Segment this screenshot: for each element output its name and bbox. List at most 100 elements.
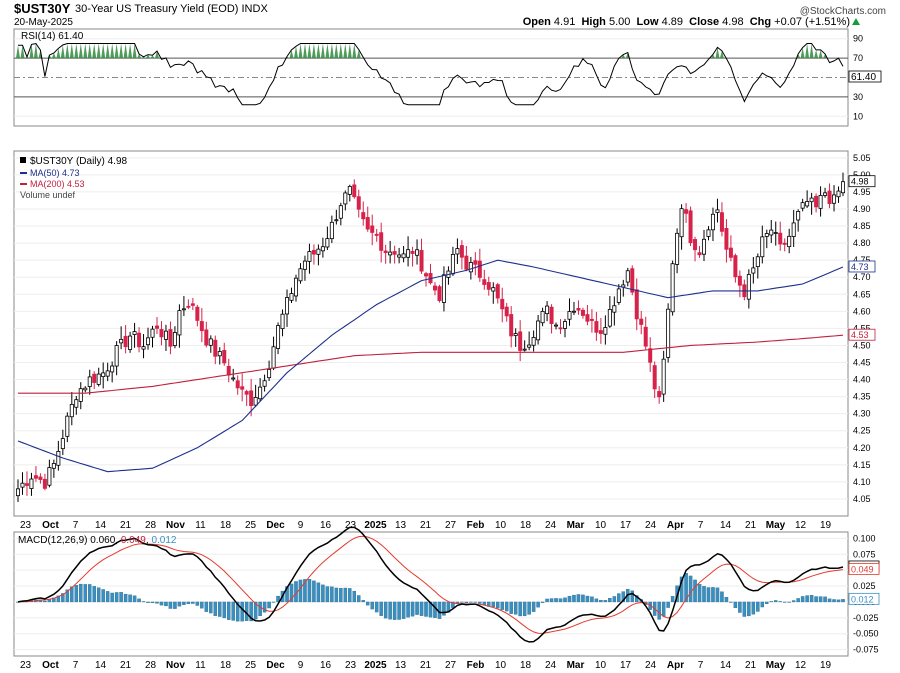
macd-hist-bar [343, 587, 348, 603]
candle-body [83, 387, 88, 391]
candle-body [190, 303, 195, 306]
candle-body [836, 190, 841, 198]
candle-body [410, 251, 415, 254]
candle-body [603, 327, 608, 335]
candle-body [114, 345, 119, 367]
candle-body [634, 289, 639, 320]
macd-hist-bar [276, 595, 280, 603]
macd-hist-bar [433, 601, 437, 618]
macd-hist-bar [733, 601, 738, 609]
open-value: 4.91 [553, 16, 576, 28]
macd-hist-bar [392, 601, 397, 620]
macd-hist-bar [56, 595, 61, 603]
rsi-overbought-fill [16, 43, 828, 59]
candle-body [580, 309, 585, 316]
brand-logo: @StockCharts.com [799, 6, 886, 17]
x-tick-label: 9 [298, 520, 304, 531]
price-tick-label: 4.65 [853, 289, 871, 299]
candle-body [818, 195, 823, 209]
price-tick-label: 4.60 [853, 306, 871, 316]
candle-body [347, 186, 352, 195]
candle-body [271, 346, 276, 369]
macd-hist-bar [388, 601, 392, 620]
macd-hist-bar [87, 584, 92, 603]
macd-hist-bar [410, 601, 415, 617]
price-tick-label: 4.55 [853, 323, 871, 333]
macd-hist-bar [796, 598, 800, 603]
macd-hist-bar [397, 601, 401, 620]
symbol: $UST30Y [14, 1, 71, 16]
macd-hist-bar [383, 601, 388, 619]
price-tick-label: 4.95 [853, 187, 871, 197]
candle-body [168, 329, 173, 347]
candle-body [379, 232, 384, 251]
candle-body [374, 233, 379, 236]
macd-hist-bar [657, 601, 661, 620]
price-tick-label: 4.75 [853, 255, 871, 265]
candle-body [513, 333, 518, 336]
macd-hist-bar [218, 601, 222, 617]
macd-hist-bar [531, 601, 536, 612]
macd-hist-bar [226, 601, 231, 620]
macd-hist-bar [374, 601, 379, 613]
macd-hist-bar [137, 598, 141, 603]
macd-hist-bar [572, 594, 576, 603]
candle-body [563, 321, 568, 329]
price-panel: 5.05 5.00 4.95 4.90 4.85 4.80 4.75 4.70 4.65 4.60… [13, 150, 876, 517]
x-tick-label: 27 [445, 660, 457, 671]
candle-body [527, 344, 532, 348]
candle-body [146, 337, 151, 346]
rsi-tag: 61.40 [851, 72, 876, 83]
ma50-legend: MA(50) 4.73 [30, 168, 80, 178]
x-tick-label: 19 [820, 660, 832, 671]
x-tick-label: 11 [195, 520, 206, 531]
macd-hist-bar [330, 586, 334, 603]
chg-value: +0.07 (+1.51%) [774, 16, 850, 28]
macd-hist-bar [258, 601, 262, 617]
macd-tick-label: -0.075 [853, 645, 879, 655]
close-tag-box [848, 175, 876, 188]
rsi-legend: RSI(14) 61.40 [21, 31, 84, 42]
candle-body [567, 311, 572, 320]
candle-body [760, 236, 765, 258]
candle-body [280, 313, 285, 330]
candle-body [177, 310, 182, 336]
price-tick-label: 4.15 [853, 460, 871, 470]
macd-hist-bar [128, 594, 132, 603]
x-tick-label: Nov [166, 660, 185, 671]
candle-body [643, 326, 648, 347]
x-tick-label: 10 [495, 660, 507, 671]
candle-body [154, 325, 159, 329]
macd-hist-bar [159, 601, 164, 606]
candle-body [504, 306, 509, 317]
candle-body [495, 284, 500, 299]
price-tick-label: 4.30 [853, 409, 871, 419]
candle-body [710, 213, 715, 231]
candle-body [545, 305, 550, 315]
x-tick-label: 18 [220, 520, 232, 531]
signal-line [17, 535, 844, 634]
candle-body [675, 232, 680, 265]
candle-body [365, 217, 370, 230]
candle-body [370, 225, 375, 233]
candle-body [204, 329, 209, 346]
candle-body [697, 252, 702, 256]
x-tick-label: 28 [145, 660, 157, 671]
candle-body [693, 239, 698, 251]
macd-hist-bar [182, 601, 186, 605]
macd-hist-bar [316, 582, 321, 603]
chart-date: 20-May-2025 [14, 17, 73, 28]
macd-hist-bar [365, 601, 370, 606]
candle-body [110, 365, 115, 373]
macd-hist-bar [168, 601, 173, 609]
x-tick-label: 10 [595, 660, 607, 671]
candle-body [441, 274, 446, 303]
candle-body [589, 318, 594, 321]
macd-hist-bar [594, 598, 599, 603]
candle-body [630, 268, 635, 293]
macd-hist-bar [473, 601, 478, 603]
macd-hist-bar [504, 601, 509, 612]
macd-x-axis: 23 Oct 7 14 21 28 Nov 11 18 25 Dec 9 16 23 2025 13 21 27 F… [20, 660, 832, 671]
x-tick-label: 28 [145, 520, 157, 531]
candle-body [764, 233, 769, 237]
